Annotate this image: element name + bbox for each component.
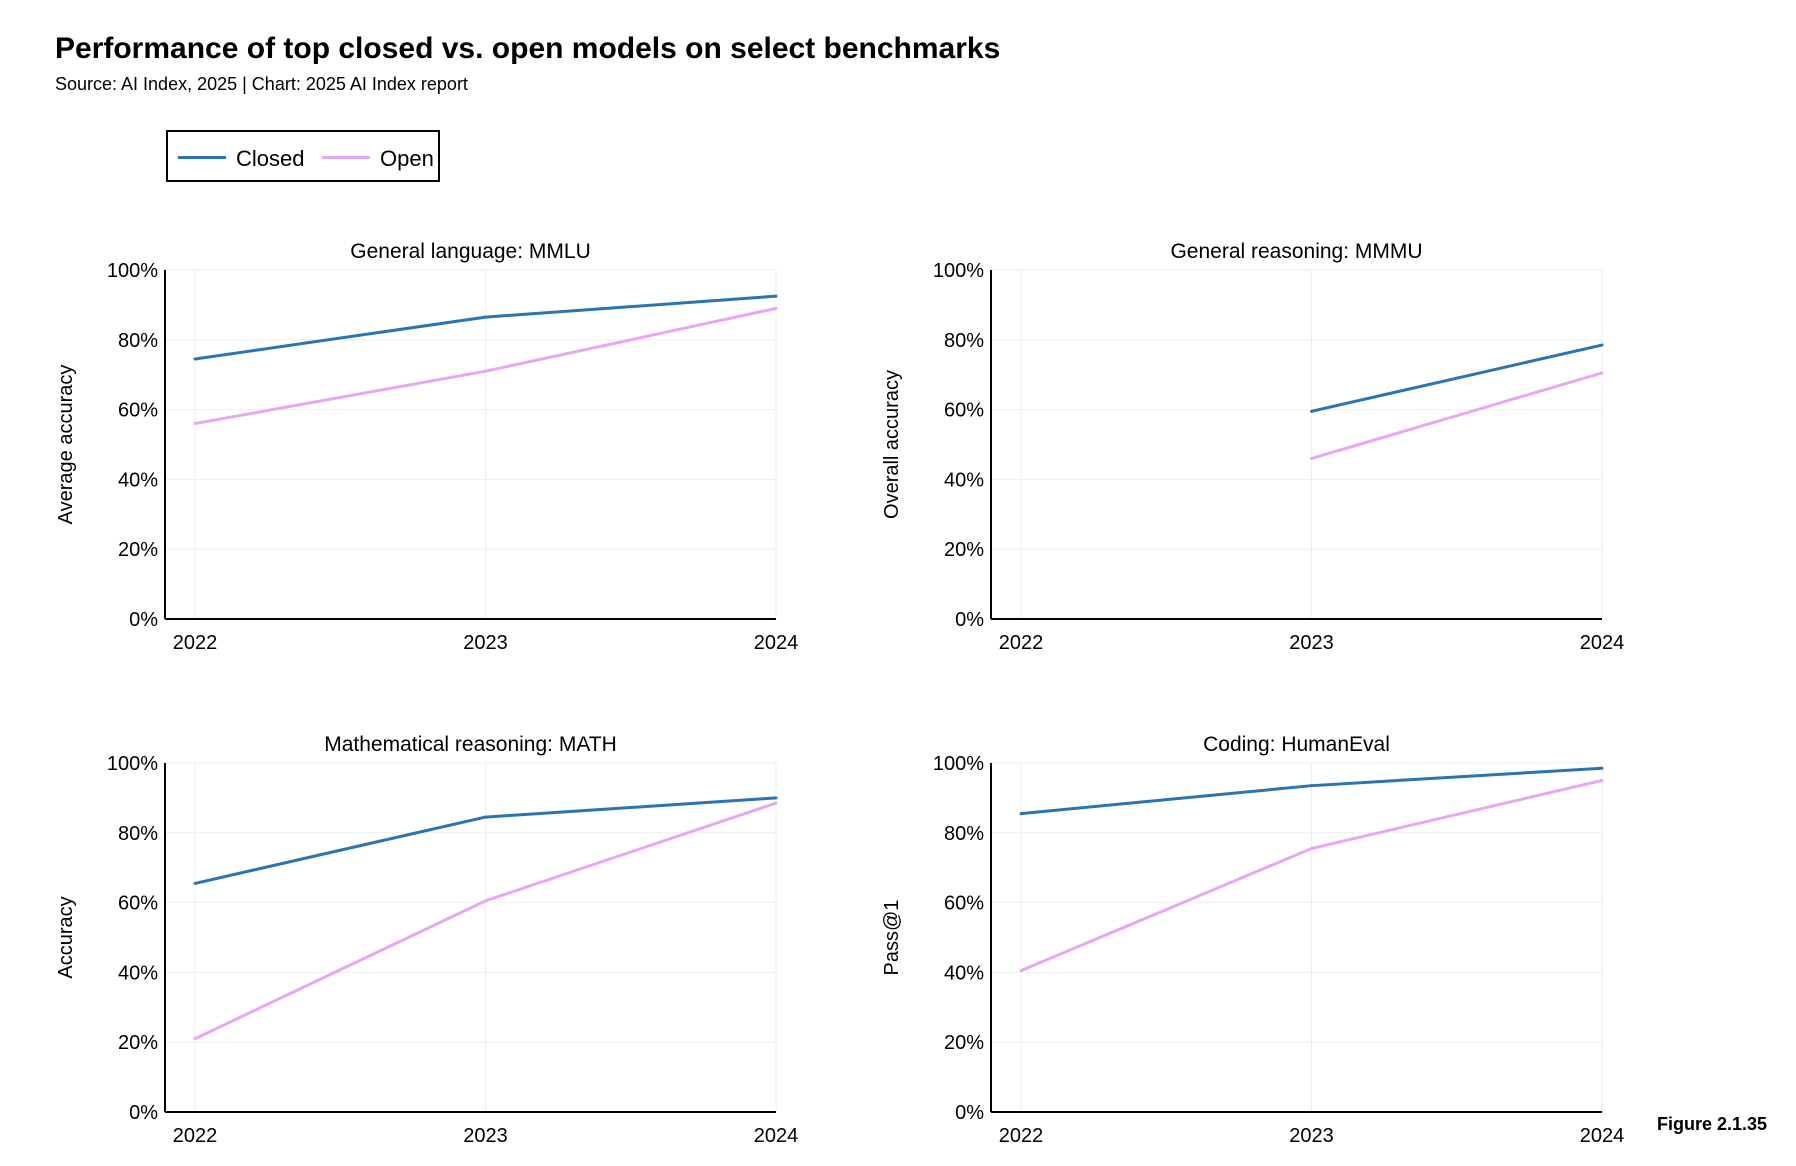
y-axis-label: Average accuracy (55, 365, 77, 525)
x-tick-label: 2022 (173, 632, 218, 654)
x-tick-label: 2023 (463, 632, 508, 654)
y-tick-label: 40% (944, 469, 984, 491)
chart-title: Mathematical reasoning: MATH (324, 733, 617, 756)
y-tick-label: 80% (118, 823, 158, 845)
x-tick-label: 2023 (463, 1125, 508, 1147)
data-point-open (774, 306, 778, 310)
y-tick-label: 20% (118, 539, 158, 561)
chart-panel-2: 0% 20% 40% 60% 80% 100% 2022 2023 2024 General re… (881, 240, 1624, 654)
y-tick-label: 0% (955, 609, 984, 631)
y-tick-label: 60% (118, 400, 158, 422)
y-tick-label: 0% (129, 609, 158, 631)
data-point-closed (484, 815, 487, 819)
legend-label-closed: Closed (236, 146, 305, 171)
figure-label: Figure 2.1.35 (1657, 1114, 1768, 1134)
y-tick-label: 80% (944, 330, 984, 352)
data-point-open (484, 899, 487, 903)
page-title: Performance of top closed vs. open model… (55, 32, 1001, 65)
data-point-closed (774, 294, 778, 298)
data-point-open (193, 422, 197, 426)
y-tick-label: 100% (107, 260, 158, 282)
x-tick-label: 2022 (999, 632, 1044, 654)
chart-panel-1: 0% 20% 40% 60% 80% 100% 2022 2023 2024 General la… (55, 240, 798, 654)
x-tick-label: 2022 (999, 1125, 1044, 1147)
chart-panel-4: 0% 20% 40% 60% 80% 100% 2022 2023 2024 Coding: Hu… (881, 733, 1624, 1147)
x-tick-label: 2023 (1289, 632, 1334, 654)
y-tick-label: 20% (944, 539, 984, 561)
chart-title: General reasoning: MMMU (1170, 240, 1422, 263)
y-axis-label: Pass@1 (881, 900, 903, 976)
y-axis-label: Overall accuracy (881, 370, 903, 519)
data-point-closed (1600, 343, 1604, 347)
data-point-closed (774, 796, 778, 800)
series-line-closed (1311, 343, 1603, 413)
y-axis-label: Accuracy (55, 896, 77, 978)
legend-swatch-open (322, 156, 370, 159)
data-point-closed (1600, 766, 1604, 770)
y-tick-label: 40% (944, 962, 984, 984)
y-tick-label: 60% (944, 893, 984, 915)
x-tick-label: 2023 (1289, 1125, 1334, 1147)
data-point-open (1310, 456, 1313, 460)
x-tick-label: 2024 (1580, 1125, 1625, 1147)
y-tick-label: 40% (118, 469, 158, 491)
page-subtitle: Source: AI Index, 2025 | Chart: 2025 AI … (55, 74, 468, 94)
y-tick-label: 20% (118, 1032, 158, 1054)
chart-title: General language: MMLU (350, 240, 590, 263)
data-point-open (1310, 847, 1313, 851)
y-tick-label: 80% (118, 330, 158, 352)
data-point-open (193, 1037, 197, 1041)
y-tick-label: 100% (107, 753, 158, 775)
y-tick-label: 60% (944, 400, 984, 422)
chart-panel-3: 0% 20% 40% 60% 80% 100% 2022 2023 2024 Mathematic… (55, 733, 798, 1147)
data-point-closed (1310, 409, 1313, 413)
y-tick-label: 60% (118, 893, 158, 915)
data-point-open (774, 801, 778, 805)
y-tick-label: 20% (944, 1032, 984, 1054)
data-point-open (1600, 778, 1604, 782)
y-tick-label: 0% (129, 1102, 158, 1124)
y-tick-label: 100% (933, 260, 984, 282)
x-tick-label: 2024 (754, 1125, 799, 1147)
data-point-closed (193, 357, 197, 361)
series-line-open (1311, 371, 1603, 460)
data-point-closed (1019, 812, 1023, 816)
x-tick-label: 2024 (754, 632, 799, 654)
data-point-open (484, 369, 487, 373)
data-point-closed (193, 881, 197, 885)
y-tick-label: 80% (944, 823, 984, 845)
legend-label-open: Open (380, 146, 434, 171)
x-tick-label: 2024 (1580, 632, 1625, 654)
x-tick-label: 2022 (173, 1125, 218, 1147)
y-tick-label: 0% (955, 1102, 984, 1124)
data-point-closed (1310, 784, 1313, 788)
chart-legend: Closed Open (166, 130, 440, 182)
y-tick-label: 40% (118, 962, 158, 984)
data-point-closed (484, 315, 487, 319)
data-point-open (1600, 371, 1604, 375)
y-tick-label: 100% (933, 753, 984, 775)
legend-swatch-closed (178, 156, 226, 159)
chart-title: Coding: HumanEval (1203, 733, 1390, 756)
data-point-open (1019, 969, 1023, 973)
